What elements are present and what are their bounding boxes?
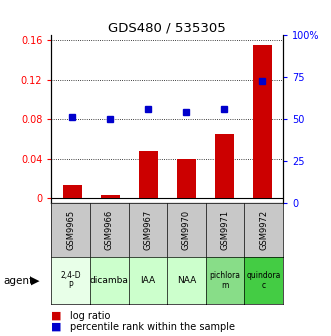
Text: pichlora
m: pichlora m <box>210 271 241 290</box>
Text: ■: ■ <box>51 322 62 332</box>
Text: GSM9965: GSM9965 <box>66 210 75 250</box>
Text: IAA: IAA <box>140 276 156 285</box>
Text: percentile rank within the sample: percentile rank within the sample <box>70 322 234 332</box>
Bar <box>139 151 158 198</box>
Bar <box>177 159 196 198</box>
Title: GDS480 / 535305: GDS480 / 535305 <box>108 21 226 34</box>
Bar <box>253 45 272 198</box>
Text: GSM9967: GSM9967 <box>143 210 152 250</box>
Text: GSM9972: GSM9972 <box>259 210 268 250</box>
Text: GSM9966: GSM9966 <box>105 210 114 250</box>
Text: ▶: ▶ <box>30 276 39 286</box>
Text: NAA: NAA <box>177 276 196 285</box>
Text: quindora
c: quindora c <box>247 271 281 290</box>
Text: dicamba: dicamba <box>90 276 129 285</box>
Bar <box>214 134 234 198</box>
Bar <box>101 195 120 198</box>
Text: GSM9971: GSM9971 <box>220 210 230 250</box>
Bar <box>63 185 82 198</box>
Text: GSM9970: GSM9970 <box>182 210 191 250</box>
Text: ■: ■ <box>51 311 62 321</box>
Text: log ratio: log ratio <box>70 311 110 321</box>
Text: 2,4-D
P: 2,4-D P <box>60 271 81 290</box>
Text: agent: agent <box>3 276 33 286</box>
